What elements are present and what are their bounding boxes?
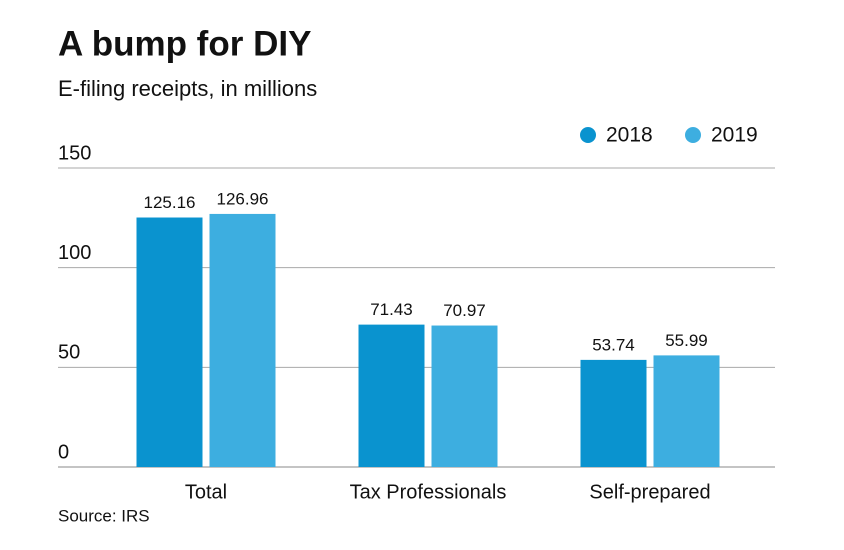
value-label: 53.74 bbox=[592, 335, 635, 354]
bar bbox=[431, 325, 498, 467]
value-label: 55.99 bbox=[665, 331, 708, 350]
legend-label: 2019 bbox=[711, 124, 758, 147]
chart-title: A bump for DIY bbox=[58, 24, 311, 63]
legend-swatch bbox=[685, 127, 701, 143]
x-tick-label: Self-prepared bbox=[589, 481, 710, 503]
legend-swatch bbox=[580, 127, 596, 143]
bar bbox=[136, 217, 203, 467]
y-tick-label: 150 bbox=[58, 142, 91, 164]
chart-subtitle: E-filing receipts, in millions bbox=[58, 76, 317, 101]
bar bbox=[358, 324, 425, 467]
y-tick-label: 100 bbox=[58, 242, 91, 264]
bar bbox=[209, 213, 276, 467]
value-label: 125.16 bbox=[144, 193, 196, 212]
value-label: 126.96 bbox=[217, 189, 269, 208]
x-tick-label: Total bbox=[185, 481, 227, 503]
x-tick-label: Tax Professionals bbox=[350, 481, 507, 503]
y-tick-label: 0 bbox=[58, 441, 69, 463]
bar bbox=[653, 355, 720, 467]
value-label: 70.97 bbox=[443, 301, 486, 320]
source: Source: IRS bbox=[58, 506, 150, 525]
bar bbox=[580, 359, 647, 467]
y-tick-label: 50 bbox=[58, 342, 80, 364]
value-label: 71.43 bbox=[370, 300, 413, 319]
legend-label: 2018 bbox=[606, 124, 653, 147]
